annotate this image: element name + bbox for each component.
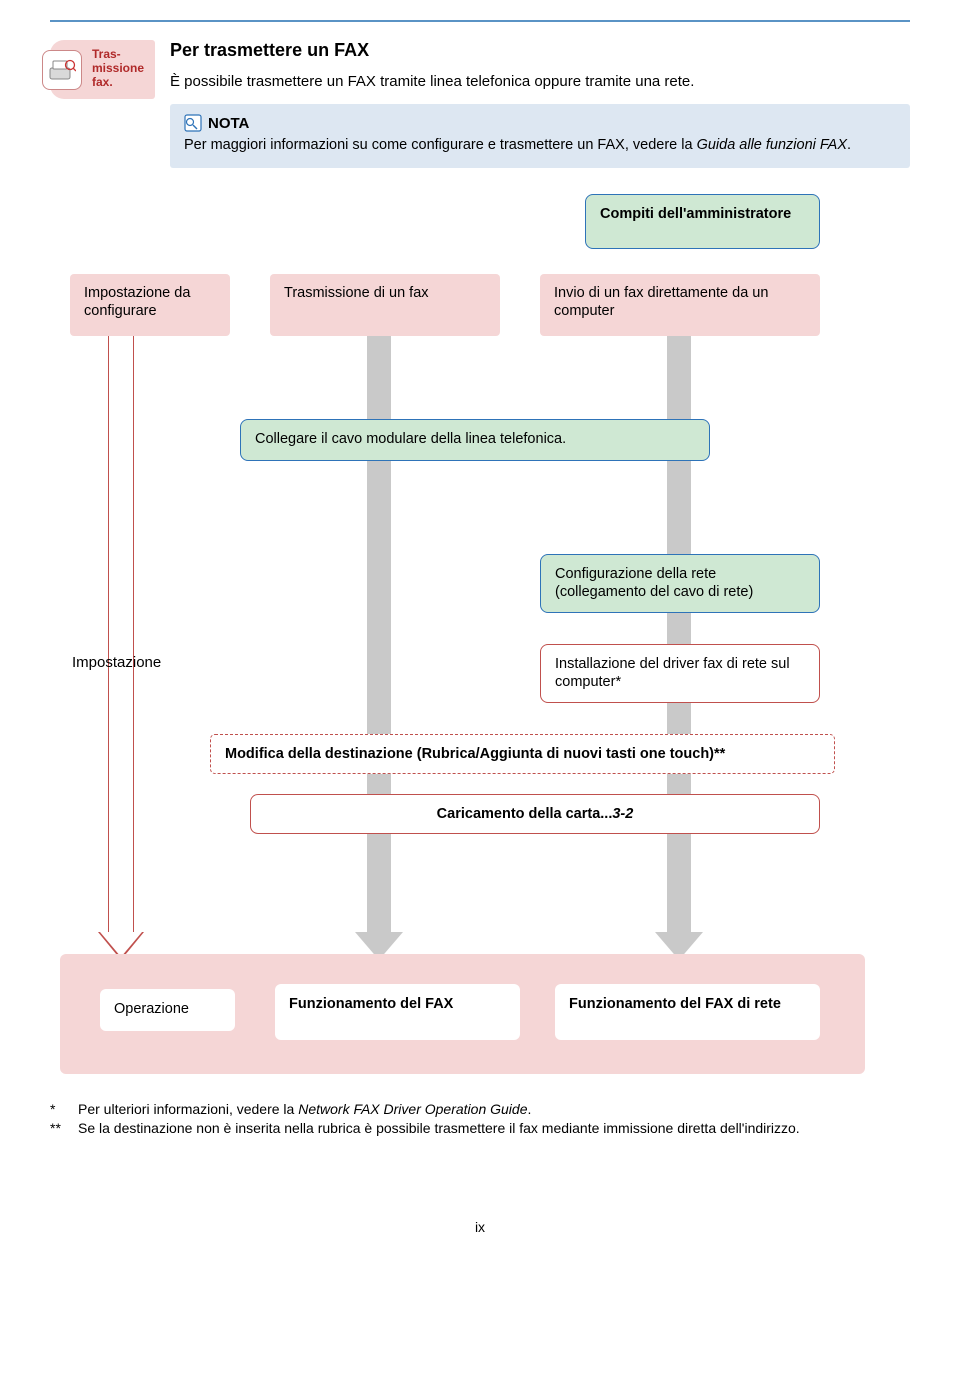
footnote2-text: Se la destinazione non è inserita nella …	[78, 1119, 910, 1139]
impostazione-config-box: Impostazione da configurare	[70, 274, 230, 336]
tag-line2: missione	[92, 61, 144, 75]
trasmissione-box: Trasmissione di un fax	[270, 274, 500, 336]
hollow-arrow	[98, 322, 144, 962]
caricamento-box: Caricamento della carta...3-2	[250, 794, 820, 835]
config-rete-box: Configurazione della rete (collegamento …	[540, 554, 820, 614]
funzionamento-fax-box: Funzionamento del FAX	[275, 984, 520, 1040]
impostazione-label: Impostazione	[72, 654, 161, 671]
page-number: ix	[50, 1219, 910, 1235]
modifica-box: Modifica della destinazione (Rubrica/Agg…	[210, 734, 835, 775]
collegare-box: Collegare il cavo modulare della linea t…	[240, 419, 710, 461]
footnote1-sym: *	[50, 1100, 78, 1120]
page-title: Per trasmettere un FAX	[170, 40, 910, 61]
nota-box: NOTA Per maggiori informazioni su come c…	[170, 104, 910, 168]
section-tag: Tras- missione fax.	[50, 40, 170, 168]
footnote1-text: Per ulteriori informazioni, vedere la Ne…	[78, 1100, 910, 1120]
flow-diagram: Compiti dell'amministratore Impostazione…	[50, 194, 910, 1094]
tag-line1: Tras-	[92, 47, 121, 61]
invio-box: Invio di un fax direttamente da un compu…	[540, 274, 820, 336]
footnote2-sym: **	[50, 1119, 78, 1139]
admin-box: Compiti dell'amministratore	[585, 194, 820, 249]
install-driver-box: Installazione del driver fax di rete sul…	[540, 644, 820, 704]
nota-label: NOTA	[208, 115, 249, 132]
funzionamento-fax-rete-box: Funzionamento del FAX di rete	[555, 984, 820, 1040]
tag-line3: fax.	[92, 75, 113, 89]
intro-text: È possibile trasmettere un FAX tramite l…	[170, 73, 910, 90]
fax-icon	[42, 50, 82, 90]
header-rule	[50, 20, 910, 22]
operazione-label: Operazione	[100, 989, 235, 1031]
nota-text: Per maggiori informazioni su come config…	[184, 136, 896, 156]
footnotes: * Per ulteriori informazioni, vedere la …	[50, 1100, 910, 1139]
nota-icon	[184, 114, 202, 132]
